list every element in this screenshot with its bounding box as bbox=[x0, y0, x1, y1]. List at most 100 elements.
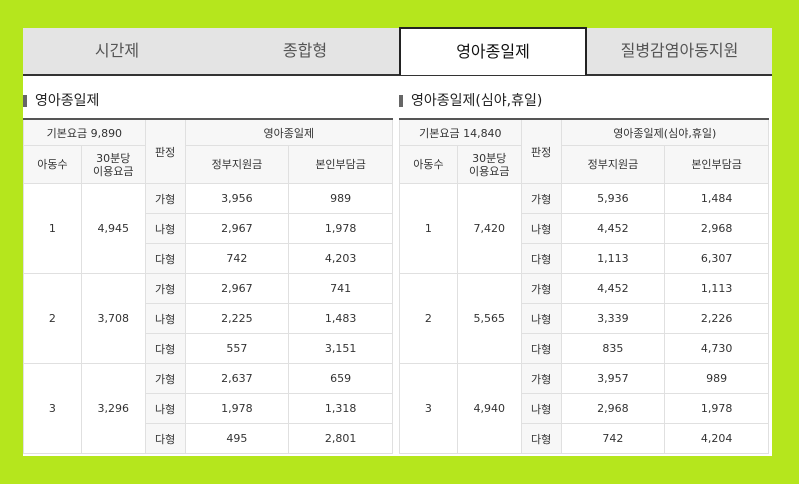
self-value: 4,204 bbox=[664, 423, 769, 454]
children-count-header: 아동수 bbox=[23, 145, 82, 184]
gov-value: 2,967 bbox=[184, 213, 290, 244]
type-label: 가형 bbox=[144, 183, 186, 214]
type-label: 다형 bbox=[144, 243, 186, 274]
children-count: 1 bbox=[23, 183, 82, 274]
self-pay-header: 본인부담금 bbox=[288, 145, 393, 184]
tab-sick-child-support[interactable]: 질병감염아동지원 bbox=[620, 41, 739, 60]
base-fee: 기본요금 9,890 bbox=[23, 118, 146, 146]
self-pay-header: 본인부담금 bbox=[664, 145, 769, 184]
table-row: 나형 1,978 1,318 bbox=[24, 393, 393, 424]
children-count: 3 bbox=[399, 363, 458, 454]
gov-value: 742 bbox=[560, 423, 666, 454]
fee-table: 기본요금 9,890 판정 영아종일제 아동수 30분당 이용요금 정부지원금 본… bbox=[23, 118, 394, 454]
gov-value: 835 bbox=[560, 333, 666, 364]
table-row: 다형 742 4,203 bbox=[24, 243, 393, 274]
table-row: 나형 2,225 1,483 bbox=[24, 303, 393, 334]
tab-comprehensive[interactable]: 종합형 bbox=[282, 41, 328, 60]
type-label: 가형 bbox=[144, 273, 186, 304]
gov-support-header: 정부지원금 bbox=[184, 145, 290, 184]
children-count: 1 bbox=[399, 183, 458, 274]
children-count: 3 bbox=[23, 363, 82, 454]
type-label: 가형 bbox=[520, 363, 562, 394]
rate-value: 3,708 bbox=[80, 273, 146, 364]
self-value: 4,730 bbox=[664, 333, 769, 364]
self-value: 741 bbox=[288, 273, 393, 304]
self-value: 6,307 bbox=[664, 243, 769, 274]
gov-value: 1,978 bbox=[184, 393, 290, 424]
gov-value: 5,936 bbox=[560, 183, 666, 214]
rate-value: 4,945 bbox=[80, 183, 146, 274]
type-label: 나형 bbox=[520, 303, 562, 334]
self-value: 1,484 bbox=[664, 183, 769, 214]
self-value: 989 bbox=[664, 363, 769, 394]
table-row: 1 4,945 가형 3,956 989 bbox=[23, 183, 393, 274]
type-label: 다형 bbox=[520, 423, 562, 454]
gov-value: 3,957 bbox=[560, 363, 666, 394]
table-row: 나형 2,967 1,978 bbox=[24, 213, 393, 244]
type-label: 가형 bbox=[520, 273, 562, 304]
rate-header: 30분당 이용요금 bbox=[456, 145, 522, 184]
table-body: 1 7,420 가형 5,936 1,484 나형 4,452 2,968 다형… bbox=[399, 183, 769, 454]
gov-value: 4,452 bbox=[560, 273, 666, 304]
base-fee: 기본요금 14,840 bbox=[399, 118, 522, 146]
type-label: 다형 bbox=[144, 333, 186, 364]
self-value: 1,113 bbox=[664, 273, 769, 304]
self-value: 1,318 bbox=[288, 393, 393, 424]
self-value: 659 bbox=[288, 363, 393, 394]
type-label: 다형 bbox=[520, 243, 562, 274]
table-row: 1 7,420 가형 5,936 1,484 bbox=[399, 183, 769, 274]
type-label: 가형 bbox=[144, 363, 186, 394]
gov-value: 3,956 bbox=[184, 183, 290, 214]
table-row: 나형 2,968 1,978 bbox=[400, 393, 769, 424]
type-label: 가형 bbox=[520, 183, 562, 214]
gov-value: 2,968 bbox=[560, 393, 666, 424]
infant-fullday-night-holiday-section: 영아종일제(심야,휴일) 기본요금 14,840 판정 영아종일제(심야,휴일)… bbox=[399, 90, 770, 454]
section-title: 영아종일제 bbox=[23, 90, 393, 112]
gov-value: 3,339 bbox=[560, 303, 666, 334]
section-title-text: 영아종일제 bbox=[35, 93, 100, 109]
table-row: 3 3,296 가형 2,637 659 bbox=[23, 363, 393, 454]
type-label: 나형 bbox=[520, 213, 562, 244]
judgement-header: 판정 bbox=[520, 118, 562, 184]
self-value: 2,968 bbox=[664, 213, 769, 244]
type-label: 나형 bbox=[144, 213, 186, 244]
table-row: 2 3,708 가형 2,967 741 bbox=[23, 273, 393, 364]
self-value: 2,801 bbox=[288, 423, 393, 454]
table-row: 다형 557 3,151 bbox=[24, 333, 393, 364]
tab-infant-fullday[interactable]: 영아종일제 bbox=[399, 27, 587, 75]
children-count: 2 bbox=[399, 273, 458, 364]
fee-panel: 시간제 종합형 영아종일제 질병감염아동지원 영아종일제 기본요금 9,890 … bbox=[23, 27, 772, 456]
rate-value: 4,940 bbox=[456, 363, 522, 454]
type-label: 다형 bbox=[144, 423, 186, 454]
type-label: 나형 bbox=[520, 393, 562, 424]
self-value: 3,151 bbox=[288, 333, 393, 364]
table-row: 3 4,940 가형 3,957 989 bbox=[399, 363, 769, 454]
infant-fullday-section: 영아종일제 기본요금 9,890 판정 영아종일제 아동수 30분당 이용요금 정… bbox=[23, 90, 394, 454]
children-count: 2 bbox=[23, 273, 82, 364]
self-value: 1,978 bbox=[288, 213, 393, 244]
self-value: 1,483 bbox=[288, 303, 393, 334]
rate-value: 5,565 bbox=[456, 273, 522, 364]
tab-hourly[interactable]: 시간제 bbox=[94, 41, 140, 60]
section-title: 영아종일제(심야,휴일) bbox=[399, 90, 769, 112]
gov-value: 2,967 bbox=[184, 273, 290, 304]
rate-value: 7,420 bbox=[456, 183, 522, 274]
type-label: 나형 bbox=[144, 303, 186, 334]
children-count-header: 아동수 bbox=[399, 145, 458, 184]
gov-support-header: 정부지원금 bbox=[560, 145, 666, 184]
group-header: 영아종일제 bbox=[184, 118, 394, 146]
type-label: 다형 bbox=[520, 333, 562, 364]
table-row: 다형 1,113 6,307 bbox=[400, 243, 769, 274]
rate-value: 3,296 bbox=[80, 363, 146, 454]
group-header: 영아종일제(심야,휴일) bbox=[560, 118, 770, 146]
table-row: 2 5,565 가형 4,452 1,113 bbox=[399, 273, 769, 364]
tab-bar: 시간제 종합형 영아종일제 질병감염아동지원 bbox=[23, 27, 772, 76]
type-label: 나형 bbox=[144, 393, 186, 424]
self-value: 1,978 bbox=[664, 393, 769, 424]
table-row: 다형 495 2,801 bbox=[24, 423, 393, 454]
gov-value: 2,637 bbox=[184, 363, 290, 394]
self-value: 989 bbox=[288, 183, 393, 214]
table-body: 1 4,945 가형 3,956 989 나형 2,967 1,978 다형 7… bbox=[23, 183, 393, 454]
gov-value: 2,225 bbox=[184, 303, 290, 334]
table-row: 다형 742 4,204 bbox=[400, 423, 769, 454]
